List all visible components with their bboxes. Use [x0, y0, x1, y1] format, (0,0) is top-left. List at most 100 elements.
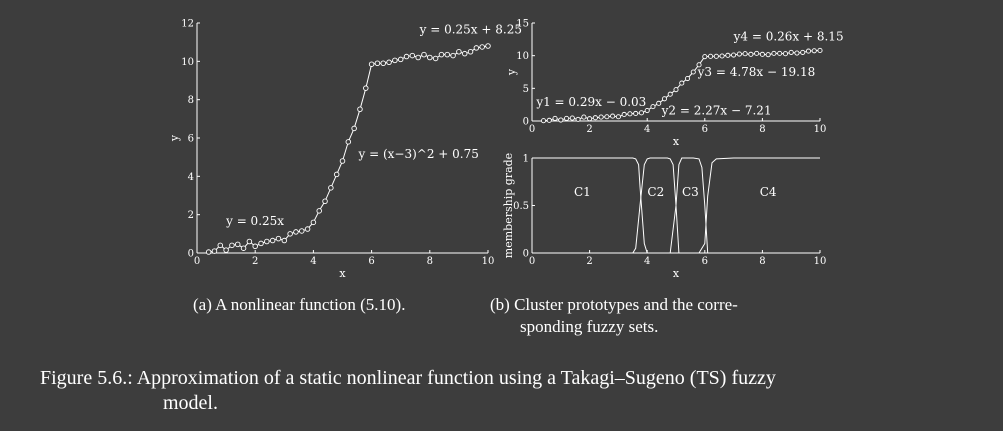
equation-annotation: y = 0.25x	[225, 214, 284, 228]
data-point	[558, 117, 564, 123]
y-tick-label: 0	[188, 249, 194, 260]
y-tick-label: 5	[523, 84, 529, 95]
data-point	[357, 106, 363, 112]
data-point	[748, 51, 754, 57]
data-point	[713, 53, 719, 59]
subcaption-b-line1: (b) Cluster prototypes and the corre-	[490, 295, 738, 314]
data-point	[771, 50, 777, 56]
x-tick-label: 4	[310, 256, 316, 267]
data-point	[380, 60, 386, 67]
data-point	[374, 60, 381, 67]
data-point	[564, 115, 570, 121]
data-point	[736, 51, 742, 57]
equation-annotation: y3 = 4.78x − 19.18	[697, 65, 816, 79]
x-tick-label: 2	[586, 256, 592, 267]
x-tick-label: 2	[586, 124, 592, 135]
data-point	[368, 61, 375, 67]
data-point	[310, 219, 317, 226]
x-tick-label: 6	[702, 256, 708, 267]
data-point	[438, 51, 445, 58]
y-tick-label: 0.5	[513, 201, 529, 212]
x-tick-label: 10	[814, 256, 827, 267]
cluster-label-c1: C1	[574, 185, 591, 199]
data-point	[633, 110, 639, 117]
data-point	[805, 48, 812, 54]
membership-curve-c4	[532, 157, 820, 254]
data-point	[575, 116, 581, 122]
y-axis-label: membership grade	[502, 153, 515, 258]
data-point	[293, 229, 299, 235]
data-point	[299, 228, 305, 234]
y-tick-label: 12	[181, 19, 194, 30]
data-point	[627, 111, 633, 117]
data-point	[479, 44, 485, 50]
y-tick-label: 4	[188, 172, 194, 183]
chart-panel-b-bottom: 0 2 4 6 8 10 0 0.5 1 x membership grade C1 C2 C3 C4	[502, 153, 826, 280]
data-point	[569, 115, 575, 121]
data-point	[456, 49, 462, 55]
data-point	[333, 171, 340, 178]
x-tick-label: 0	[529, 256, 535, 267]
subcaption-b-line2: sponding fuzzy sets.	[520, 317, 659, 336]
x-tick-label: 4	[644, 256, 650, 267]
y-tick-label: 15	[516, 19, 529, 30]
y-tick-label: 0	[523, 117, 529, 128]
data-point	[264, 238, 270, 245]
y-tick-label: 10	[181, 57, 194, 68]
data-point	[258, 240, 264, 247]
data-point	[322, 198, 328, 204]
y-tick-label: 1	[523, 154, 529, 165]
data-point	[679, 80, 685, 86]
data-point	[638, 110, 644, 116]
data-point	[392, 57, 398, 64]
membership-curve-c1	[532, 157, 820, 254]
data-point	[234, 241, 241, 248]
equation-annotation: y2 = 2.27x − 7.21	[661, 103, 772, 117]
x-tick-label: 6	[702, 124, 708, 135]
subcaption-a: (a) A nonlinear function (5.10).	[193, 295, 406, 314]
figure-label: Figure 5.6.:	[40, 367, 133, 389]
data-point	[684, 75, 691, 82]
data-point	[656, 100, 662, 106]
data-point	[386, 59, 392, 66]
data-point	[702, 54, 708, 60]
data-point	[415, 54, 421, 61]
data-point	[546, 117, 552, 123]
data-point	[444, 51, 451, 58]
data-point	[782, 51, 788, 57]
equation-annotation: y4 = 0.26x + 8.15	[733, 30, 844, 44]
x-tick-label: 6	[368, 256, 374, 267]
data-point	[461, 50, 468, 57]
y-axis-label: y	[168, 134, 181, 142]
data-point	[552, 115, 558, 121]
data-point	[281, 237, 288, 244]
data-point	[673, 87, 679, 93]
cluster-label-c4: C4	[760, 185, 777, 199]
data-point	[800, 49, 806, 55]
x-tick-label: 0	[194, 256, 200, 267]
data-point	[690, 69, 696, 75]
membership-curve-c2	[532, 157, 820, 254]
x-tick-label: 10	[482, 256, 495, 267]
data-point	[473, 45, 480, 51]
x-tick-label: 8	[427, 256, 433, 267]
data-point	[708, 53, 714, 59]
data-point	[777, 50, 783, 56]
data-point	[725, 52, 731, 58]
data-point	[615, 114, 621, 120]
x-axis-label: x	[673, 267, 680, 280]
data-point	[587, 116, 593, 122]
x-tick-label: 4	[644, 124, 650, 135]
data-point	[719, 53, 725, 59]
data-point	[650, 104, 656, 110]
data-point	[742, 51, 748, 57]
x-tick-label: 2	[252, 256, 258, 267]
equation-annotation: y = 0.25x + 8.25	[419, 23, 522, 37]
chart-panel-a: 0 2 4 6 8 10 0 2 4 6 8 10 12 x y y = 0.25x y = (x−3)^2 +…	[168, 19, 522, 281]
data-point	[205, 249, 212, 255]
y-tick-label: 2	[188, 210, 194, 221]
y-tick-label: 6	[188, 134, 194, 145]
data-point	[765, 52, 771, 58]
data-point	[240, 245, 247, 251]
